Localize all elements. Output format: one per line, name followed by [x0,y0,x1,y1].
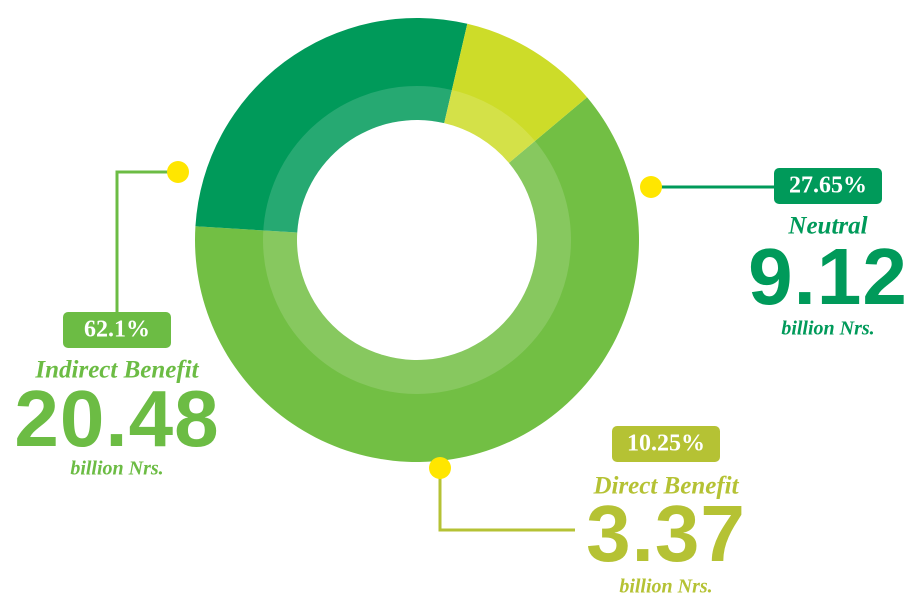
amount-label: 9.12 [748,232,908,321]
donut-segment [194,97,639,462]
percent-box [612,426,720,462]
inner-ring [263,86,571,394]
percent-label: 62.1% [84,317,150,343]
unit-label: billion Nrs. [70,458,163,480]
category-label: Direct Benefit [592,473,739,500]
percent-box [774,168,882,204]
leader-dot [640,176,662,198]
percent-box [63,312,171,348]
amount-label: 3.37 [586,489,746,578]
category-label: Neutral [787,213,867,240]
leader-dot [167,161,189,183]
leader-line [115,170,178,312]
leader-dot [429,457,451,479]
amount-label: 20.48 [14,374,219,463]
unit-label: billion Nrs. [781,318,874,340]
percent-label: 27.65% [789,173,867,199]
donut-segment [195,17,468,233]
unit-label: billion Nrs. [619,576,712,598]
percent-label: 10.25% [627,431,705,457]
category-label: Indirect Benefit [34,357,199,384]
leader-line [438,468,575,532]
donut-segment [444,23,588,163]
